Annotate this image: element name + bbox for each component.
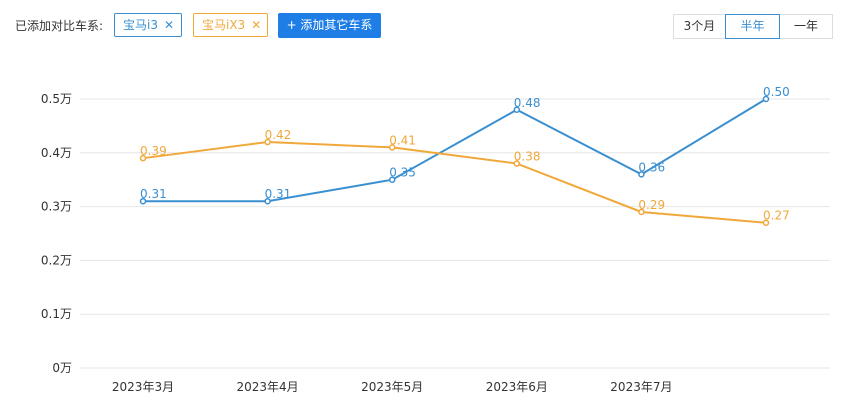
close-icon[interactable]: ✕ xyxy=(163,18,175,32)
data-label-ix3: 0.38 xyxy=(514,150,541,164)
sales-line-chart: 0万 0.1万 0.2万 0.3万 0.4万 0.5万 2023年3月 2023年4月 2023… xyxy=(41,85,830,394)
data-point-ix3 xyxy=(762,219,770,226)
x-tick-label: 2023年3月 xyxy=(112,380,174,394)
data-point-ix3 xyxy=(264,138,271,146)
data-label-i3: 0.48 xyxy=(514,96,541,110)
data-point-i3 xyxy=(513,106,521,114)
data-point-i3 xyxy=(638,171,645,178)
data-point-i3 xyxy=(388,176,396,183)
period-3-months-button[interactable]: 3个月 xyxy=(673,14,726,39)
y-tick-label: 0万 xyxy=(52,361,72,375)
data-point-ix3 xyxy=(139,154,147,162)
y-tick-label: 0.5万 xyxy=(41,92,72,106)
data-label-i3: 0.35 xyxy=(389,166,416,180)
series-line-i3 xyxy=(143,98,767,203)
series-tag-label: 宝马iX3 xyxy=(202,18,246,32)
data-label-ix3: 0.29 xyxy=(638,198,665,212)
comparison-toolbar: 已添加对比车系: 宝马i3 ✕ 宝马iX3 ✕ + 添加其它车系 3个月 半年 一年 xyxy=(0,0,852,52)
data-point-i3 xyxy=(264,197,271,205)
series-tag-bmw-i3[interactable]: 宝马i3 ✕ xyxy=(114,13,182,37)
data-point-ix3 xyxy=(638,208,645,216)
y-tick-label: 0.4万 xyxy=(41,146,72,160)
data-label-ix3: 0.41 xyxy=(389,133,416,147)
data-point-i3 xyxy=(139,197,147,205)
data-point-i3 xyxy=(762,95,770,103)
y-tick-label: 0.3万 xyxy=(41,200,72,214)
data-label-i3: 0.36 xyxy=(638,160,665,174)
data-point-ix3 xyxy=(388,144,396,151)
series-line-ix3 xyxy=(142,141,767,224)
series-tag-label: 宝马i3 xyxy=(123,18,158,32)
x-tick-label: 2023年7月 xyxy=(610,380,672,394)
added-series-label: 已添加对比车系: xyxy=(15,19,104,33)
period-one-year-button[interactable]: 一年 xyxy=(779,14,833,39)
data-label-i3: 0.50 xyxy=(763,85,790,99)
x-tick-label: 2023年4月 xyxy=(237,380,299,394)
data-label-ix3: 0.27 xyxy=(763,209,790,223)
data-label-i3: 0.31 xyxy=(265,187,292,201)
y-tick-label: 0.1万 xyxy=(41,307,72,321)
y-tick-label: 0.2万 xyxy=(41,253,72,267)
period-half-year-button[interactable]: 半年 xyxy=(725,14,780,39)
add-other-series-button[interactable]: + 添加其它车系 xyxy=(278,13,381,38)
data-label-ix3: 0.39 xyxy=(140,144,167,158)
data-label-ix3: 0.42 xyxy=(265,128,292,142)
data-label-i3: 0.31 xyxy=(140,187,167,201)
series-tag-bmw-ix3[interactable]: 宝马iX3 ✕ xyxy=(193,13,268,37)
x-tick-label: 2023年5月 xyxy=(361,380,423,394)
x-tick-label: 2023年6月 xyxy=(486,380,548,394)
close-icon[interactable]: ✕ xyxy=(251,18,262,32)
data-point-ix3 xyxy=(513,160,521,167)
